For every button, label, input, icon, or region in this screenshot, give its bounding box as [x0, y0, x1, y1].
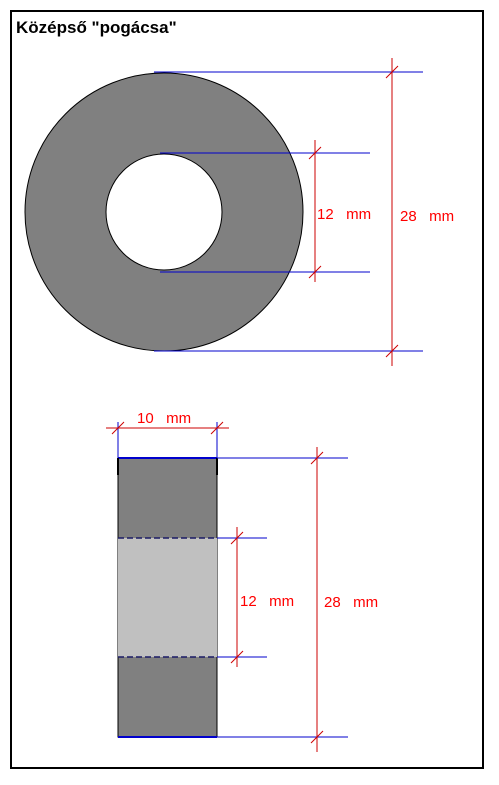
page-title: Középső "pogácsa" — [16, 18, 177, 37]
side-width-label: 10 mm — [137, 410, 191, 427]
width-right-tick — [210, 421, 224, 435]
side-view: 10 mm 12 mm 28 mm — [106, 410, 378, 752]
side-view-dimension-lines — [106, 421, 324, 752]
inner-height-top-tick — [230, 531, 244, 545]
top-inner-diameter-label: 12 mm — [317, 206, 371, 223]
drawing-frame — [10, 10, 484, 769]
width-left-tick — [111, 421, 125, 435]
side-view-extension-lines — [117, 422, 348, 738]
outer-top-tick — [385, 65, 399, 79]
top-view: 12 mm 28 mm — [24, 58, 454, 366]
side-hole-section — [118, 538, 217, 657]
outer-bottom-tick — [385, 344, 399, 358]
inner-top-tick — [308, 146, 322, 160]
top-outer-diameter-label: 28 mm — [400, 208, 454, 225]
top-view-extension-lines — [154, 71, 423, 352]
top-view-dimension-lines — [308, 58, 399, 366]
side-inner-height-label: 12 mm — [240, 593, 294, 610]
side-outer-height-label: 28 mm — [324, 594, 378, 611]
outer-height-top-tick — [310, 451, 324, 465]
center-hole — [105, 153, 223, 271]
outer-height-bottom-tick — [310, 730, 324, 744]
inner-bottom-tick — [308, 265, 322, 279]
inner-height-bottom-tick — [230, 650, 244, 664]
